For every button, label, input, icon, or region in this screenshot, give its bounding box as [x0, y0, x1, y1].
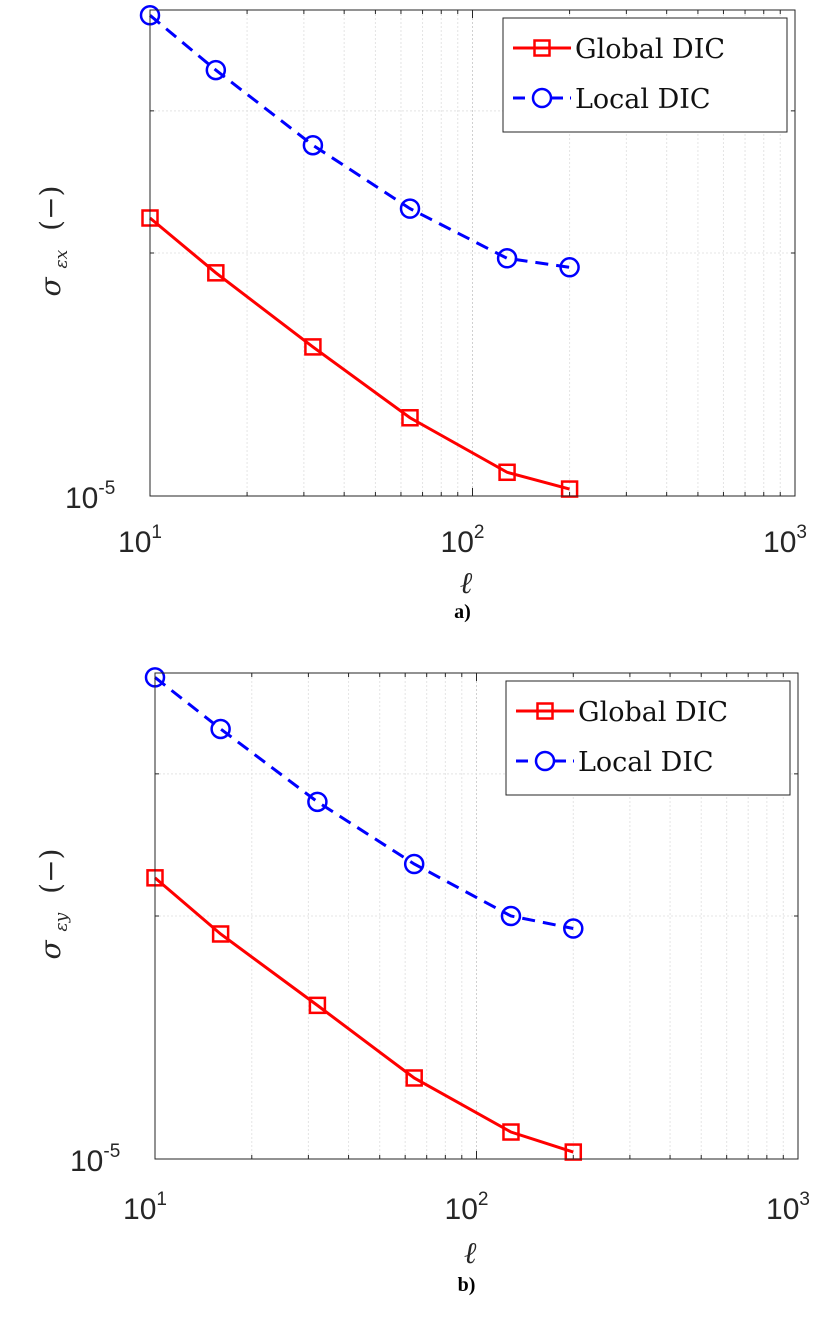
chart-b-y-label-subscript: εy: [52, 912, 72, 931]
chart-b-series-local-dic-marker: [403, 853, 425, 875]
chart-b-x-tick-base: 10: [766, 1193, 799, 1226]
chart-b-x-tick-labels: 101 102 103: [123, 1189, 810, 1226]
chart-a-series-local-dic-marker: [399, 198, 421, 219]
chart-b-series-local-dic-marker: [210, 718, 231, 740]
chart-a-series-global-dic-marker: [304, 338, 322, 356]
chart-a-series-global-dic-marker: [498, 463, 516, 482]
chart-a-series-global-dic-marker: [560, 480, 579, 498]
chart-b-legend-global-dic-marker: [536, 702, 554, 720]
chart-b-series-global-dic-marker: [564, 1143, 583, 1161]
chart-a-series-local-dic-marker: [205, 59, 227, 81]
chart-b-y-tick-labels: 10-5: [70, 1141, 120, 1178]
chart-b-series-global-dic-marker: [502, 1123, 520, 1141]
chart-a-ticks: [149, 9, 795, 497]
chart-a-series-local-dic-line: [149, 14, 570, 269]
chart-a-x-tick-base: 10: [118, 526, 151, 559]
chart-a-x-tick-label: 102: [441, 522, 485, 559]
chart-a-series-layer: [139, 5, 580, 498]
chart-a-legend-global-dic-marker: [533, 39, 551, 57]
chart-a-legend-box: [502, 17, 788, 133]
chart-panel-b: 101 102 103 10-5 ℓ σ εy (−) Global DIC Loca…: [0, 663, 832, 1326]
chart-a-y-label-unit: (−): [34, 186, 67, 231]
chart-b-legend: Global DIC Local DIC: [505, 680, 791, 796]
chart-a-legend-local-dic-marker: [531, 87, 553, 109]
chart-b-legend-local-dic-label: Local DIC: [578, 747, 714, 778]
chart-a-x-tick-exponent: 1: [151, 522, 162, 543]
chart-a-y-tick-labels: 10-5: [65, 478, 115, 515]
chart-b-svg: 101 102 103 10-5 ℓ σ εy (−) Global DICLoca…: [34, 667, 810, 1296]
chart-a-legend: Global DIC Local DIC: [502, 17, 788, 133]
chart-a-caption: a): [454, 601, 471, 623]
chart-a-series-local-dic-marker: [302, 134, 324, 156]
chart-b-x-tick-exponent: 2: [478, 1189, 489, 1210]
chart-a-series-global-dic-marker: [401, 409, 419, 427]
chart-b-series-local-dic-marker: [563, 918, 584, 939]
chart-b-x-tick-base: 10: [445, 1193, 478, 1226]
chart-b-x-axis-label: ℓ: [464, 1236, 477, 1271]
chart-b-series-local-dic-line: [154, 676, 574, 930]
chart-b-series-global-dic-marker: [405, 1069, 423, 1087]
chart-b-x-tick-label: 101: [123, 1189, 167, 1226]
chart-a-svg: 101 102 103 10-5 ℓ σ εx (−) Global DICLoca…: [34, 5, 807, 623]
chart-a-legend-local-dic-label: Local DIC: [575, 84, 711, 115]
chart-b-series-local-dic-marker: [307, 791, 328, 813]
chart-b-legend-box: [505, 680, 791, 796]
chart-a-x-tick-label: 103: [763, 522, 807, 559]
chart-b-y-label-symbol: σ: [34, 939, 67, 959]
chart-b-x-tick-exponent: 3: [799, 1189, 810, 1210]
chart-b-series-global-dic-line: [154, 876, 574, 1154]
chart-panel-a: 101 102 103 10-5 ℓ σ εx (−) Global DIC Loca…: [34, 5, 807, 623]
chart-a-y-tick-exponent: -5: [98, 478, 115, 499]
chart-b-x-tick-label: 102: [445, 1189, 489, 1226]
chart-a-x-tick-exponent: 3: [796, 522, 807, 543]
chart-a-series-local-dic-marker: [559, 257, 580, 278]
chart-b-y-tick-exponent: -5: [103, 1141, 120, 1162]
chart-b-ticks: [154, 672, 798, 1160]
chart-a-y-tick-base: 10: [65, 482, 98, 515]
chart-a-x-tick-labels: 101 102 103: [118, 522, 807, 559]
chart-a-series-global-dic-marker: [207, 264, 225, 282]
chart-b-legend-global-dic-label: Global DIC: [578, 697, 728, 728]
chart-a-y-label-symbol: σ: [34, 276, 67, 296]
chart-b-series-global-dic-marker: [211, 925, 230, 943]
chart-a-x-tick-label: 101: [118, 522, 162, 559]
chart-a-x-tick-base: 10: [441, 526, 474, 559]
chart-a-x-tick-exponent: 2: [474, 522, 485, 543]
chart-b-y-axis-label: σ εy (−): [34, 849, 74, 960]
chart-a-y-axis-label: σ εx (−): [34, 186, 74, 297]
chart-b-caption: b): [458, 1274, 476, 1296]
chart-b-x-tick-exponent: 1: [156, 1189, 167, 1210]
chart-b-y-tick-label: 10-5: [70, 1141, 120, 1178]
chart-b-x-tick-base: 10: [123, 1193, 156, 1226]
chart-a-legend-global-dic-label: Global DIC: [575, 34, 725, 65]
chart-b-y-tick-base: 10: [70, 1145, 103, 1178]
chart-a-y-label-subscript: εx: [52, 249, 72, 268]
chart-b-legend-local-dic-marker: [534, 750, 556, 772]
chart-b-series-global-dic-marker: [308, 996, 327, 1015]
chart-a-x-axis-label: ℓ: [460, 566, 473, 601]
chart-a-series-local-dic-marker: [496, 248, 518, 269]
chart-a-series-global-dic-line: [149, 216, 570, 491]
chart-a-y-tick-label: 10-5: [65, 478, 115, 515]
chart-b-series-layer: [144, 667, 584, 1161]
chart-b-x-tick-label: 103: [766, 1189, 810, 1226]
chart-a-x-tick-base: 10: [763, 526, 796, 559]
chart-b-y-label-unit: (−): [34, 849, 67, 894]
chart-b-series-local-dic-marker: [500, 905, 522, 927]
